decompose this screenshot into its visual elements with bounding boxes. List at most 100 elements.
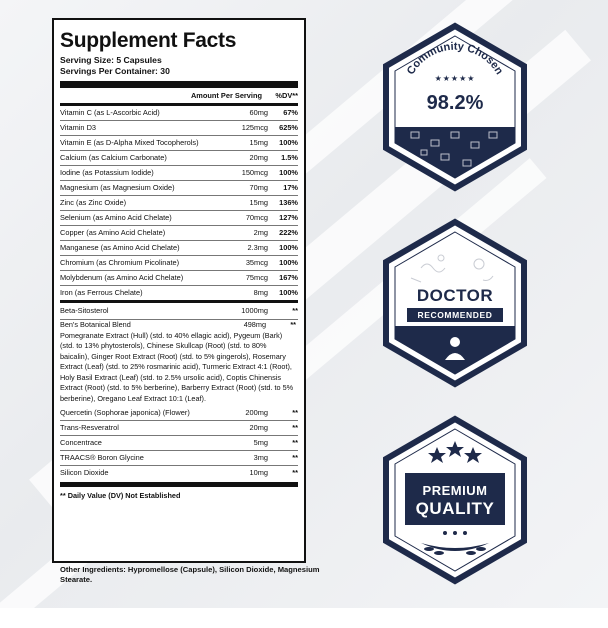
small-star-icons <box>443 531 467 535</box>
doctor-recommended-badge: DOCTOR RECOMMENDED <box>381 218 529 388</box>
row-name: Magnesium (as Magnesium Oxide) <box>60 183 175 192</box>
table-row: TRAACS® Boron Glycine 3mg ** <box>60 450 298 465</box>
table-row: Concentrace 5mg ** <box>60 435 298 450</box>
thick-divider-bottom <box>60 482 298 487</box>
serving-size: Serving Size: 5 Capsules <box>60 55 162 65</box>
row-amount: 75mcg <box>245 273 268 282</box>
nutrient-list-bottom: Quercetin (Sophorae japonica) (Flower) 20… <box>60 406 298 480</box>
row-amount: 2.3mg <box>247 243 268 252</box>
facts-title: Supplement Facts <box>60 29 237 52</box>
table-row: Trans-Resveratrol 20mg ** <box>60 420 298 435</box>
row-name: Silicon Dioxide <box>60 468 109 477</box>
table-row: Selenium (as Amino Acid Chelate) 70mcg 127… <box>60 210 298 225</box>
row-name: Vitamin D3 <box>60 123 97 132</box>
row-amount: 125mcg <box>241 123 268 132</box>
row-dv: 127% <box>279 213 298 222</box>
row-name: Vitamin E (as D-Alpha Mixed Tocopherols) <box>60 138 199 147</box>
row-dv: 136% <box>279 198 298 207</box>
row-amount: 8mg <box>253 288 268 297</box>
row-amount: 150mcg <box>241 168 268 177</box>
row-amount: 2mg <box>253 228 268 237</box>
row-amount: 15mg <box>249 198 269 207</box>
blend-name: Ben's Botanical Blend <box>60 320 131 329</box>
row-dv: 67% <box>283 108 298 117</box>
row-name: Molybdenum (as Amino Acid Chelate) <box>60 273 184 282</box>
botanical-blend: Ben's Botanical Blend 498mg ** Pomegrana… <box>60 319 298 406</box>
row-name: Iron (as Ferrous Chelate) <box>60 288 143 297</box>
amount-header: Amount Per Serving <box>190 91 262 100</box>
row-name: Beta-Sitosterol <box>60 306 109 315</box>
footnote: ** Daily Value (DV) Not Established <box>60 491 181 500</box>
row-name: Selenium (as Amino Acid Chelate) <box>60 213 172 222</box>
blend-amount: 498mg <box>243 320 266 329</box>
premium-quality-badge: PREMIUM QUALITY <box>381 415 529 585</box>
recommended-text: RECOMMENDED <box>407 308 503 322</box>
table-row: Magnesium (as Magnesium Oxide) 70mg 17% <box>60 180 298 195</box>
row-dv: 167% <box>279 273 298 282</box>
row-amount: 10mg <box>249 468 269 477</box>
row-dv: 100% <box>279 288 298 297</box>
table-row: Iron (as Ferrous Chelate) 8mg 100% <box>60 285 298 300</box>
blend-ingredients: Pomegranate Extract (Hull) (std. to 40% … <box>60 330 294 403</box>
hexagon-shape <box>383 415 527 585</box>
row-amount: 70mcg <box>245 213 268 222</box>
row-dv: 100% <box>279 138 298 147</box>
table-row: Vitamin C (as L-Ascorbic Acid) 60mg 67% <box>60 106 298 120</box>
header-divider <box>60 103 298 106</box>
dv-header: %DV** <box>275 91 298 100</box>
row-dv: ** <box>292 423 298 432</box>
row-name: Calcium (as Calcium Carbonate) <box>60 153 167 162</box>
table-row: Beta-Sitosterol 1000mg ** <box>60 303 298 319</box>
row-dv: 222% <box>279 228 298 237</box>
star-icons <box>428 441 482 463</box>
row-amount: 20mg <box>249 153 269 162</box>
row-dv: ** <box>292 453 298 462</box>
row-name: Chromium (as Chromium Picolinate) <box>60 258 180 267</box>
row-dv: ** <box>292 306 298 315</box>
row-name: Quercetin (Sophorae japonica) (Flower) <box>60 408 190 417</box>
row-amount: 35mcg <box>245 258 268 267</box>
supplement-facts-panel: Supplement Facts Serving Size: 5 Capsule… <box>52 18 306 563</box>
row-amount: 200mg <box>245 408 268 417</box>
community-chosen-badge: Community Chosen ★★★★★ 98.2% <box>381 22 529 192</box>
table-row: Manganese (as Amino Acid Chelate) 2.3mg 10… <box>60 240 298 255</box>
row-dv: 1.5% <box>281 153 298 162</box>
table-row: Vitamin D3 125mcg 625% <box>60 120 298 135</box>
row-amount: 60mg <box>249 108 269 117</box>
row-amount: 15mg <box>249 138 269 147</box>
row-name: Vitamin C (as L-Ascorbic Acid) <box>60 108 160 117</box>
table-row: Copper (as Amino Acid Chelate) 2mg 222% <box>60 225 298 240</box>
table-row: Vitamin E (as D-Alpha Mixed Tocopherols)… <box>60 135 298 150</box>
row-name: Zinc (as Zinc Oxide) <box>60 198 127 207</box>
row-name: Copper (as Amino Acid Chelate) <box>60 228 166 237</box>
nutrient-list: Vitamin C (as L-Ascorbic Acid) 60mg 67% Vit… <box>60 106 298 300</box>
row-dv: 100% <box>279 168 298 177</box>
table-row: Silicon Dioxide 10mg ** <box>60 465 298 480</box>
quality-text: QUALITY <box>415 499 495 518</box>
rating-stars-icon: ★★★★★ <box>434 74 476 83</box>
row-dv: 100% <box>279 243 298 252</box>
row-dv: ** <box>292 468 298 477</box>
row-amount: 20mg <box>249 423 269 432</box>
table-row: Molybdenum (as Amino Acid Chelate) 75mcg 1… <box>60 270 298 285</box>
row-amount: 1000mg <box>241 306 268 315</box>
recommended-ribbon: RECOMMENDED <box>381 308 529 322</box>
row-dv: ** <box>292 438 298 447</box>
row-dv: 100% <box>279 258 298 267</box>
table-row: Iodine (as Potassium Iodide) 150mcg 100% <box>60 165 298 180</box>
blend-dv: ** <box>290 320 296 329</box>
section-divider <box>60 300 298 303</box>
thick-divider <box>60 81 298 88</box>
table-row: Calcium (as Calcium Carbonate) 20mg 1.5% <box>60 150 298 165</box>
table-row: Chromium (as Chromium Picolinate) 35mcg 10… <box>60 255 298 270</box>
row-dv: 625% <box>279 123 298 132</box>
servings-per-container: Servings Per Container: 30 <box>60 66 170 76</box>
doctor-text: DOCTOR <box>416 286 494 305</box>
row-dv: ** <box>292 408 298 417</box>
hexagon-shape <box>383 218 527 388</box>
row-amount: 3mg <box>253 453 268 462</box>
row-dv: 17% <box>283 183 298 192</box>
row-name: Trans-Resveratrol <box>60 423 119 432</box>
row-name: Iodine (as Potassium Iodide) <box>60 168 154 177</box>
row-amount: 70mg <box>249 183 269 192</box>
